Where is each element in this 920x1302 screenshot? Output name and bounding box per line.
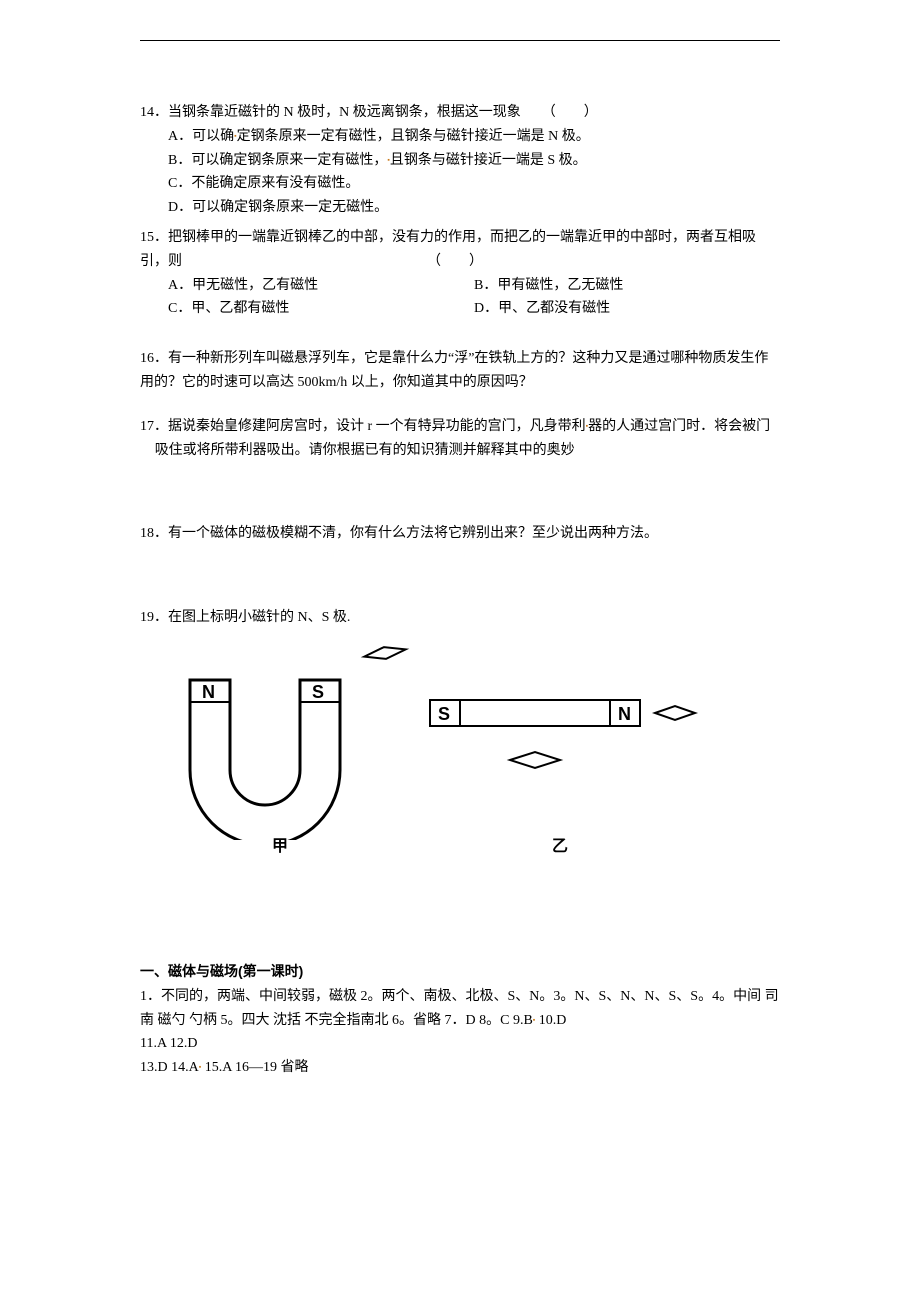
diagram-left: N S 甲 bbox=[140, 640, 420, 860]
question-17: 17．据说秦始皇修建阿房宫时，设计 r 一个有特异功能的宫门，凡身带利▪器的人通… bbox=[140, 415, 780, 463]
page-top-rule bbox=[140, 40, 780, 41]
horseshoe-magnet-icon: N S bbox=[170, 670, 360, 840]
compass-needle-icon bbox=[655, 706, 695, 720]
q15-option-d: D．甲、乙都没有磁性 bbox=[474, 297, 780, 321]
question-15: 15．把钢棒甲的一端靠近钢棒乙的中部，没有力的作用，而把乙的一端靠近甲的中部时，… bbox=[140, 226, 780, 321]
q15-stem: 15．把钢棒甲的一端靠近钢棒乙的中部，没有力的作用，而把乙的一端靠近甲的中部时，… bbox=[140, 226, 780, 274]
answers-line-3: 13.D 14.A▪ 15.A 16—19 省略 bbox=[140, 1056, 780, 1080]
answers-heading: 一、磁体与磁场(第一课时) bbox=[140, 960, 780, 985]
answers-l1-b: 10.D bbox=[535, 1013, 566, 1028]
answers-line-2: 11.A 12.D bbox=[140, 1032, 780, 1056]
pole-n-label: N bbox=[202, 682, 215, 702]
mark-icon: ▪ bbox=[234, 132, 236, 140]
answers-line-1: 1．不同的，两端、中间较弱，磁极 2。两个、南极、北极、S、N。3。N、S、N、… bbox=[140, 985, 780, 1033]
diagram-right: S N 乙 bbox=[420, 640, 700, 860]
q15-paren: （ ） bbox=[434, 254, 483, 269]
q14-stem-text: 14．当钢条靠近磁针的 N 极时，N 极远离钢条，根据这一现象 bbox=[140, 105, 521, 120]
diagram-area: N S 甲 S N 乙 bbox=[140, 640, 700, 860]
answers-l1-a: 1．不同的，两端、中间较弱，磁极 2。两个、南极、北极、S、N。3。N、S、N、… bbox=[140, 989, 779, 1028]
pole-s-label: S bbox=[312, 682, 324, 702]
bar-n-label: N bbox=[618, 704, 631, 724]
question-14: 14．当钢条靠近磁针的 N 极时，N 极远离钢条，根据这一现象 （ ） A．可以… bbox=[140, 101, 780, 220]
q14-option-c: C．不能确定原来有没有磁性。 bbox=[140, 172, 780, 196]
bar-s-label: S bbox=[438, 704, 450, 724]
q15-option-b: B．甲有磁性，乙无磁性 bbox=[474, 274, 780, 298]
q14-paren: （ ） bbox=[542, 105, 598, 120]
answers-heading-text: 一、磁体与磁场(第一课时) bbox=[140, 963, 303, 979]
question-19: 19．在图上标明小磁针的 N、S 极. bbox=[140, 606, 780, 630]
q14-option-b: B．可以确定钢条原来一定有磁性，▪且钢条与磁针接近一端是 S 极。 bbox=[140, 149, 780, 173]
question-18: 18．有一个磁体的磁极模糊不清，你有什么方法将它辨别出来？至少说出两种方法。 bbox=[140, 522, 780, 546]
mark-icon: ▪ bbox=[387, 155, 389, 163]
q15-option-c: C．甲、乙都有磁性 bbox=[168, 297, 474, 321]
compass-needle-icon bbox=[510, 752, 560, 768]
compass-needle-icon bbox=[359, 640, 411, 666]
q15-option-a: A．甲无磁性，乙有磁性 bbox=[168, 274, 474, 298]
q14-stem: 14．当钢条靠近磁针的 N 极时，N 极远离钢条，根据这一现象 （ ） bbox=[140, 101, 780, 125]
answers-l3-b: 15.A 16—19 省略 bbox=[201, 1060, 308, 1075]
bar-magnet-icon: S N bbox=[420, 640, 700, 810]
mark-icon: ▪ bbox=[586, 422, 588, 430]
answers-l3-a: 13.D 14.A bbox=[140, 1060, 199, 1075]
diagram-right-label: 乙 bbox=[420, 833, 700, 860]
diagram-left-label: 甲 bbox=[140, 833, 420, 860]
q14-option-d: D．可以确定钢条原来一定无磁性。 bbox=[140, 196, 780, 220]
q14-option-a: A．可以确▪定钢条原来一定有磁性，且钢条与磁针接近一端是 N 极。 bbox=[140, 125, 780, 149]
question-16: 16．有一种新形列车叫磁悬浮列车，它是靠什么力“浮”在铁轨上方的？这种力又是通过… bbox=[140, 347, 780, 395]
